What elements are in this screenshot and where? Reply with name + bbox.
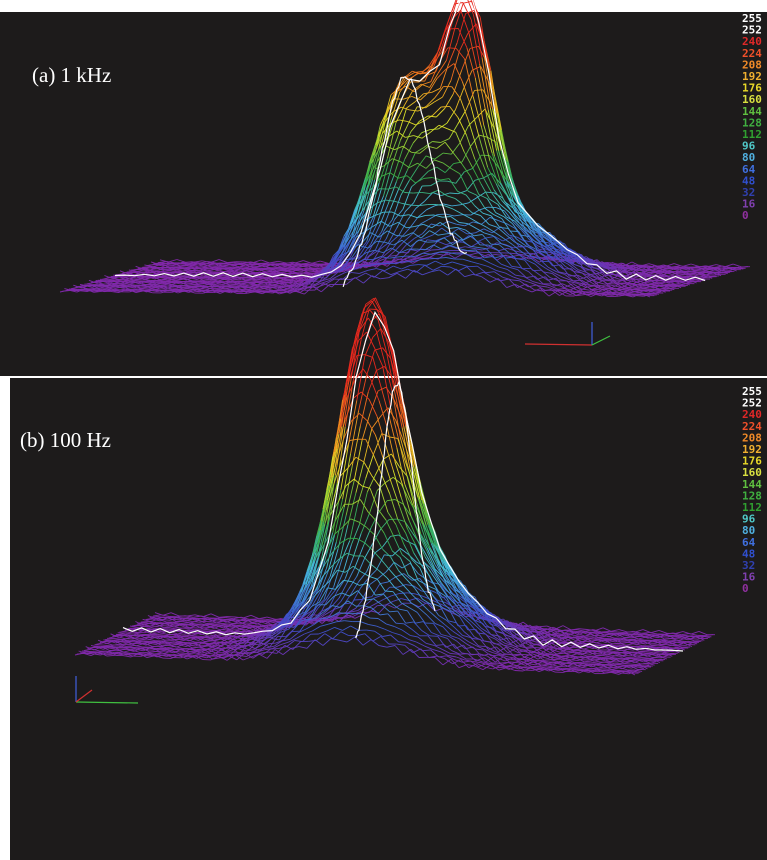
wire bbox=[656, 284, 664, 285]
wire bbox=[573, 280, 581, 281]
wire bbox=[546, 260, 554, 261]
wire bbox=[469, 266, 477, 267]
wire bbox=[609, 632, 617, 633]
wire bbox=[437, 214, 446, 215]
wire bbox=[441, 106, 450, 107]
wire bbox=[491, 244, 499, 245]
wire bbox=[703, 269, 711, 270]
wire bbox=[383, 262, 391, 263]
wire bbox=[228, 285, 237, 286]
wire bbox=[638, 652, 646, 653]
wire bbox=[354, 600, 362, 601]
wire bbox=[220, 266, 228, 267]
wire bbox=[442, 217, 451, 218]
wire bbox=[307, 284, 315, 285]
wire bbox=[312, 281, 320, 282]
wire bbox=[419, 258, 427, 259]
wire bbox=[638, 265, 646, 266]
wire bbox=[597, 638, 605, 639]
wire bbox=[467, 250, 475, 251]
wire bbox=[539, 626, 547, 627]
wire bbox=[448, 48, 456, 49]
wire bbox=[377, 605, 385, 606]
wire bbox=[405, 193, 414, 194]
wire bbox=[149, 288, 157, 289]
wire bbox=[639, 651, 647, 652]
wire bbox=[132, 626, 140, 627]
wire bbox=[625, 293, 633, 294]
wire bbox=[463, 1, 472, 3]
wire bbox=[614, 280, 623, 281]
wire bbox=[131, 270, 139, 271]
wire bbox=[429, 258, 437, 259]
wire bbox=[583, 292, 592, 293]
wire bbox=[432, 250, 440, 251]
